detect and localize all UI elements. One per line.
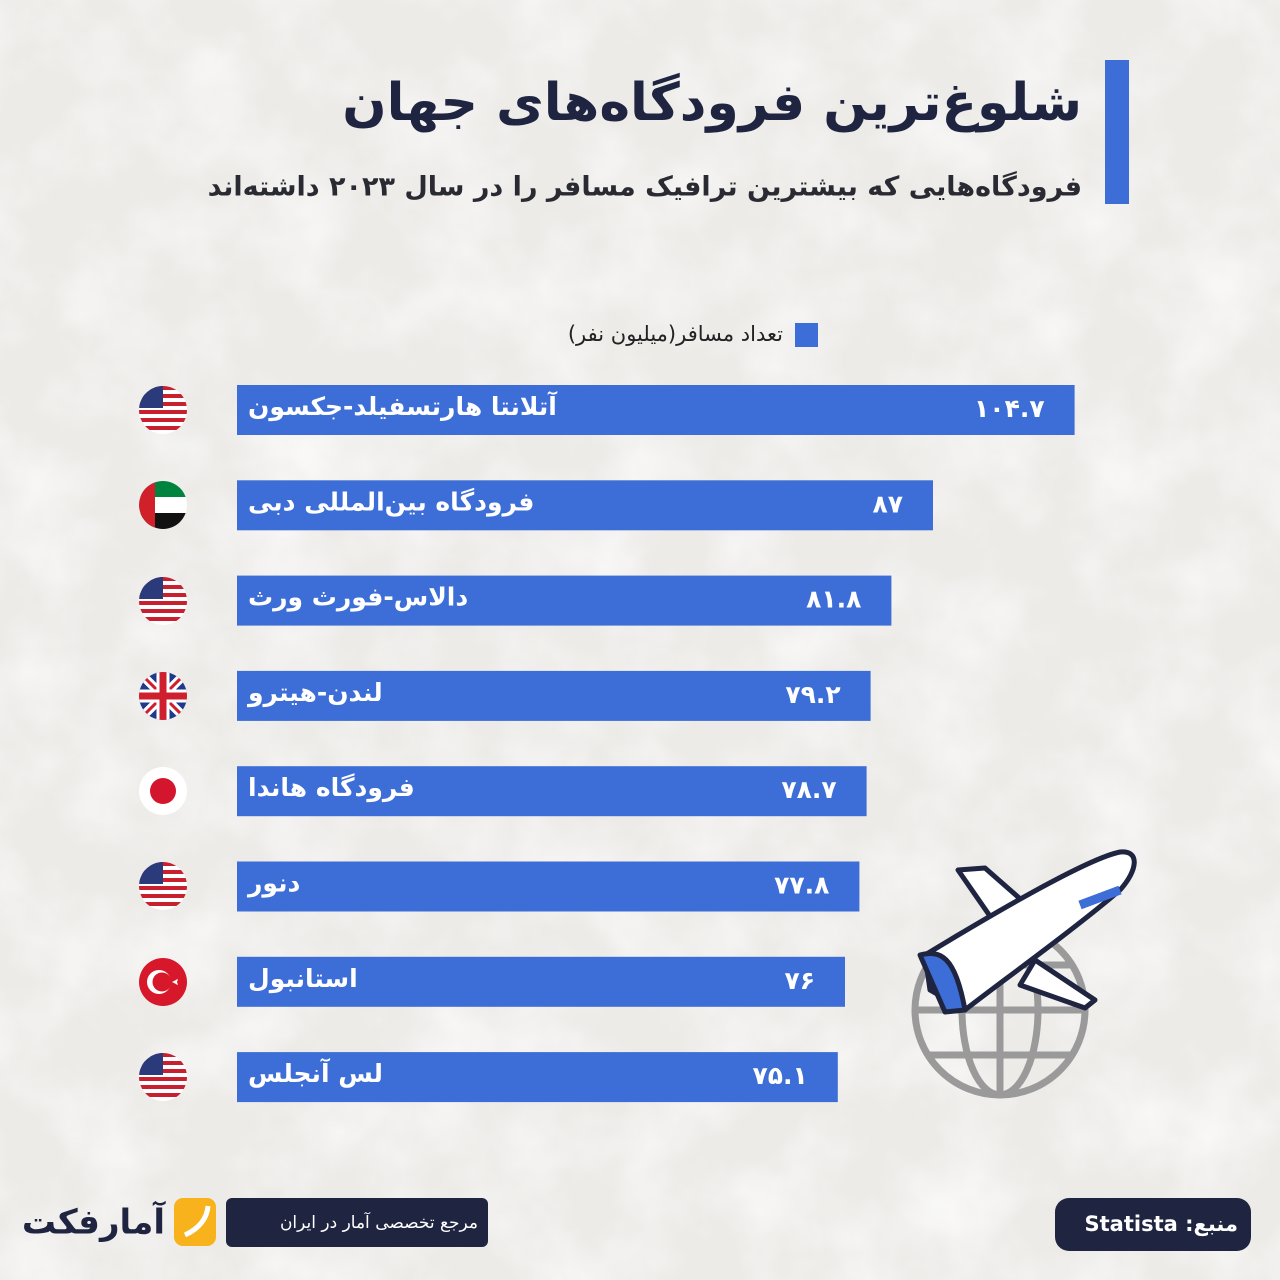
flag [139, 481, 187, 529]
bar [237, 575, 892, 626]
source: منبع: Statista [1085, 1212, 1238, 1236]
value-label: ۸۱.۸ [806, 585, 861, 614]
source-box [1055, 1198, 1251, 1251]
bar [237, 480, 933, 531]
legend-label: تعداد مسافر(میلیون نفر) [568, 322, 783, 346]
brand: آمارفکت [22, 1201, 166, 1243]
flag [139, 767, 187, 815]
category-label: لندن-هیترو [246, 678, 383, 708]
flag [139, 958, 187, 1006]
title-accent [1105, 60, 1129, 204]
brand-icon-mark [183, 1205, 211, 1238]
value-label: ۷۷.۸ [774, 871, 829, 900]
bar [237, 385, 1075, 435]
tagline-box [226, 1198, 488, 1247]
flag [139, 577, 187, 625]
chart-subtitle: فرودگاه‌هایی که بیشترین ترافیک مسافر را … [208, 171, 1082, 203]
value-label: ۷۵.۱ [753, 1061, 808, 1090]
tagline: مرجع تخصصی آمار در ایران [280, 1211, 478, 1233]
category-label: استانبول [248, 964, 358, 994]
bar [237, 1052, 838, 1103]
chart-title: شلوغ‌ترین فرودگاه‌های جهان [342, 72, 1082, 133]
category-label: دنور [246, 869, 300, 899]
bar [237, 670, 871, 721]
value-label: ۷۶ [784, 966, 815, 995]
category-label: لس آنجلس [248, 1058, 383, 1088]
category-label: فرودگاه بین‌المللی دبی [248, 487, 534, 517]
bar [237, 766, 867, 817]
flag [139, 1053, 187, 1101]
plane-illustration [911, 849, 1137, 1099]
category-label: دالاس-فورث ورث [248, 583, 468, 613]
flag [139, 386, 187, 434]
value-label: ۱۰۴.۷ [974, 394, 1045, 423]
flag [139, 862, 187, 910]
category-label: آتلانتا هارتسفیلد-جکسون [248, 391, 558, 422]
value-label: ۸۷ [872, 489, 903, 518]
flag [139, 672, 187, 720]
bar [237, 956, 845, 1007]
value-label: ۷۹.۲ [785, 680, 840, 709]
brand-icon [174, 1198, 216, 1246]
legend-swatch [795, 323, 818, 347]
category-label: فرودگاه هاندا [248, 773, 415, 803]
value-label: ۷۸.۷ [781, 775, 836, 804]
bar [237, 861, 860, 912]
